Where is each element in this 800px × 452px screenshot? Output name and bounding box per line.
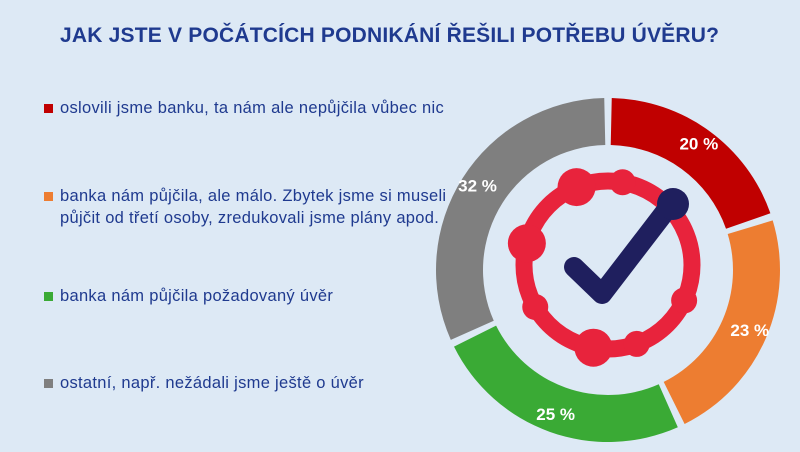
- slice-value-label: 20 %: [679, 134, 718, 153]
- slices: [436, 98, 781, 442]
- legend-label: ostatní, např. nežádali jsme ještě o úvě…: [60, 374, 364, 392]
- donut-slice: [610, 98, 771, 229]
- value-labels: 20 % 23 % 25 % 32 %: [458, 134, 769, 423]
- legend-item: ostatní, např. nežádali jsme ještě o úvě…: [44, 372, 454, 394]
- legend-label: oslovili jsme banku, ta nám ale nepůjčil…: [60, 99, 444, 117]
- icon-checkmark: [564, 198, 678, 304]
- icon-ring-bump: [671, 287, 698, 314]
- legend-item: banka nám půjčila požadovaný úvěr: [44, 285, 454, 307]
- legend-swatch: [44, 104, 53, 113]
- legend-item: banka nám půjčila, ale málo. Zbytek jsme…: [44, 185, 454, 229]
- donut-slice: [663, 220, 781, 424]
- icon-ring-bump: [557, 168, 596, 207]
- icon-ring-bump: [507, 224, 546, 263]
- donut-slice: [454, 325, 678, 442]
- icon-ring-bump: [522, 294, 549, 320]
- slice-value-label: 32 %: [458, 177, 497, 196]
- icon-ring-bump: [609, 169, 636, 196]
- slice-value-label: 25 %: [536, 405, 575, 424]
- slice-value-label: 23 %: [730, 321, 769, 340]
- legend-swatch: [44, 292, 53, 301]
- legend-item: oslovili jsme banku, ta nám ale nepůjčil…: [44, 97, 454, 119]
- chart-title: JAK JSTE V POČÁTCÍCH PODNIKÁNÍ ŘEŠILI PO…: [60, 24, 720, 47]
- donut-slice: [436, 98, 606, 340]
- icon-check-knob: [657, 188, 689, 220]
- legend-swatch: [44, 192, 53, 201]
- legend-label: banka nám půjčila požadovaný úvěr: [60, 287, 334, 305]
- icon-ring-bump: [574, 328, 613, 367]
- legend-label: banka nám půjčila, ale málo. Zbytek jsme…: [60, 187, 447, 227]
- icon-ring-bump: [623, 330, 650, 357]
- legend-swatch: [44, 379, 53, 388]
- checkmark-in-ring-icon: [507, 168, 701, 367]
